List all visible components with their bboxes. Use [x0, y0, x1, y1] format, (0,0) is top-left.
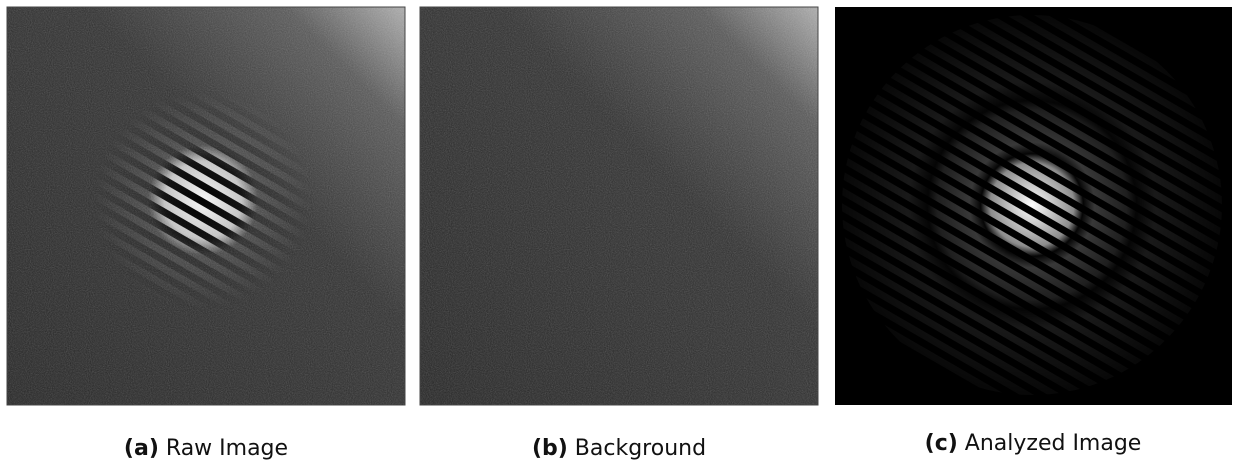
- panel-caption: Background: [575, 436, 706, 461]
- raw-image: [7, 7, 405, 405]
- figure: (a) Raw Image (b) Background (c) Analyzed I…: [0, 0, 1233, 471]
- analyzed-image: [835, 7, 1232, 405]
- panel-label: (c): [925, 431, 958, 456]
- background-image: [420, 7, 818, 405]
- caption: (c) Analyzed Image: [925, 431, 1142, 456]
- panel-caption: Raw Image: [166, 436, 288, 461]
- panel-caption: Analyzed Image: [965, 431, 1142, 456]
- panel-label: (a): [124, 436, 159, 461]
- caption: (a) Raw Image: [124, 436, 288, 461]
- caption: (b) Background: [532, 436, 706, 461]
- panel-label: (b): [532, 436, 568, 461]
